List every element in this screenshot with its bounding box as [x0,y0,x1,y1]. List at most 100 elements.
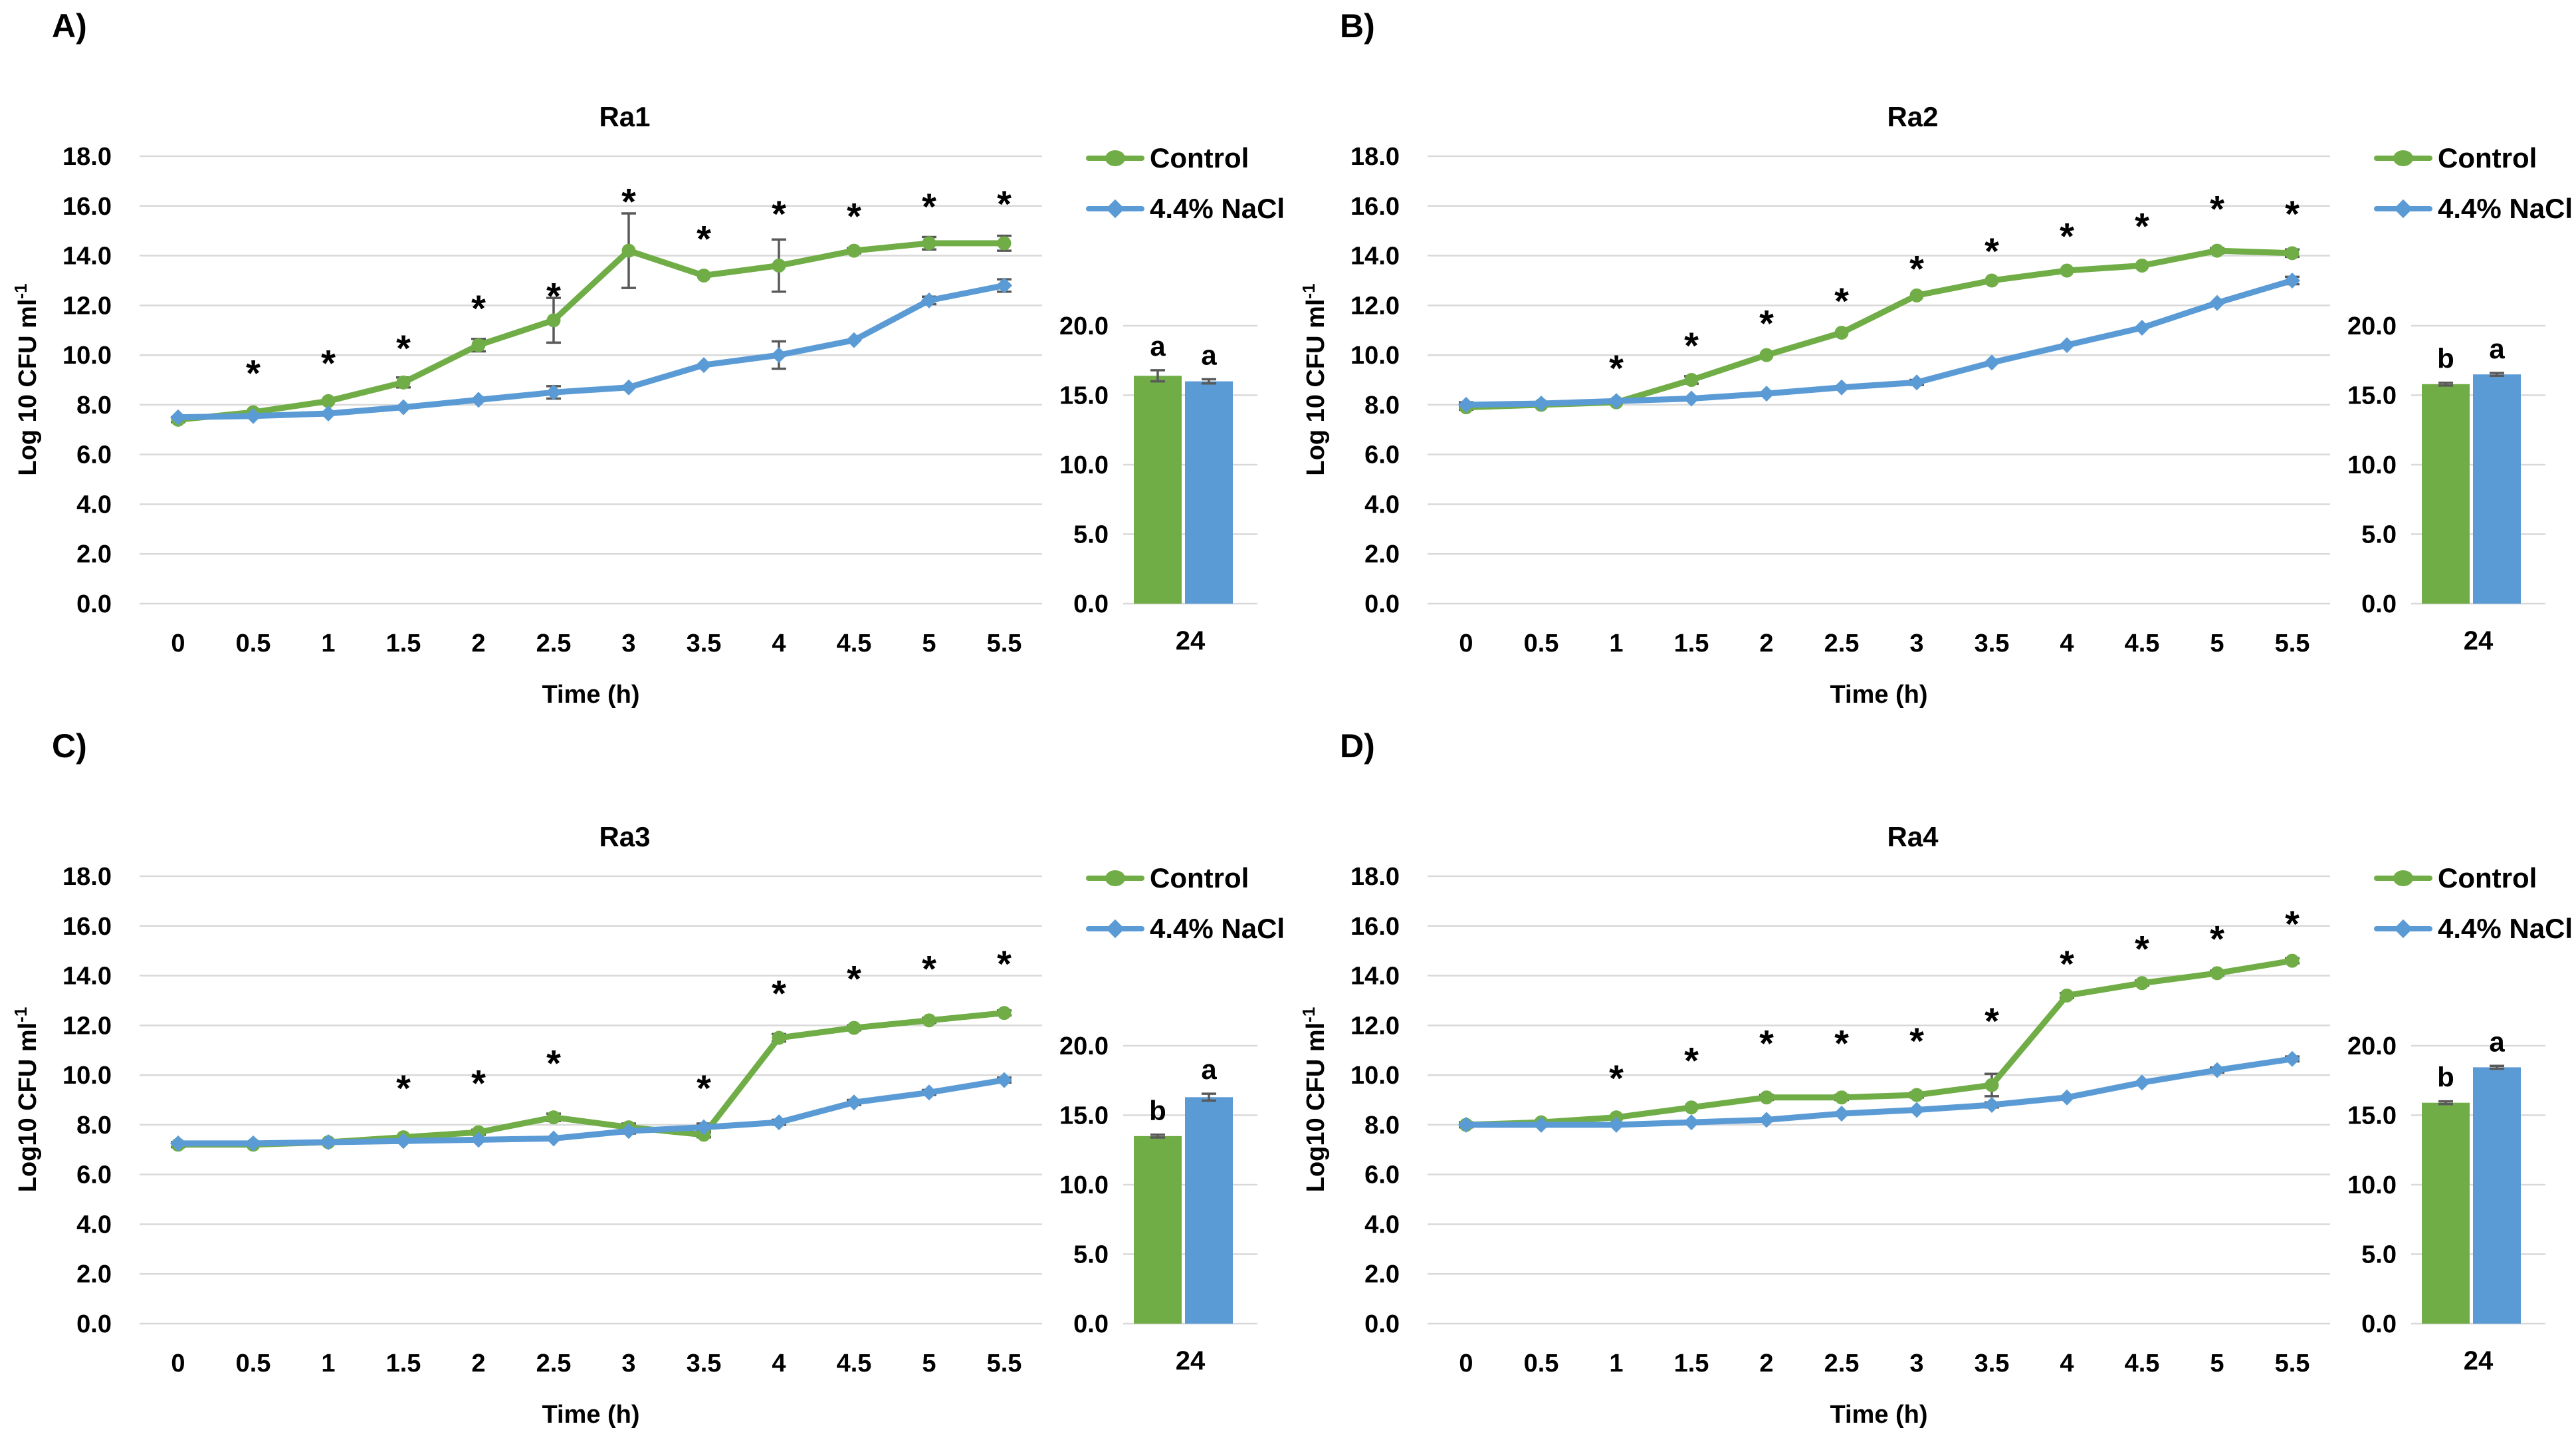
bar-nacl [2473,1067,2521,1324]
data-point-marker [1985,273,1999,288]
bar-significance-letter: b [1149,1095,1166,1126]
x-tick-label: 1 [321,630,335,658]
panel-d: 0.0 2.0 4.0 6.0 8.0 10.0 12.0 14.0 16.0 18.0 0 0.5 1… [1288,720,2576,1440]
legend-nacl-line-icon [2374,199,2432,219]
data-point-marker [471,338,486,352]
series-line-nacl [1463,277,2296,408]
significance-asterisk: * [2210,917,2224,959]
series-line-nacl [175,1077,1008,1147]
data-point-marker [847,1020,861,1035]
significance-asterisk: * [2060,215,2074,257]
x-tick-label: 2.5 [1824,1350,1860,1378]
x-tick-label: 3 [1909,630,1923,658]
x-tick-label: 2.5 [536,1350,572,1378]
data-point-marker [1759,1112,1774,1128]
x-axis-title: Time (h) [542,681,640,709]
legend-nacl-line-icon [1086,919,1144,939]
x-axis-title: Time (h) [1830,1401,1928,1429]
panel-letter: A) [52,7,87,45]
significance-asterisk: * [2135,927,2149,969]
data-point-marker [396,375,411,390]
data-point-marker [2135,259,2149,273]
significance-asterisk: * [396,1067,411,1109]
x-tick-label: 1 [1609,1350,1623,1378]
y-tick-label: 12.0 [1350,1012,1400,1040]
x-tick-label: 4 [2060,630,2074,658]
bar-y-tick-label: 10.0 [2347,1171,2397,1199]
data-point-marker [1834,379,1850,396]
data-point-marker [1684,1100,1699,1115]
x-tick-label: 4.5 [837,1350,872,1378]
x-tick-label: 0.5 [236,1350,271,1378]
data-point-marker [2059,1089,2075,1106]
data-point-marker [996,277,1012,294]
y-axis-title-superscript: -1 [1299,283,1319,299]
panel-letter: B) [1340,7,1375,45]
bar-y-tick-label: 10.0 [1059,1171,1109,1199]
legend-control-line-icon [1086,150,1144,166]
chart-title: Ra2 [1887,101,1939,132]
x-tick-label: 0.5 [1524,630,1559,658]
legend-nacl-label: 4.4% NaCl [1150,193,1285,224]
panel-a-chart-canvas: 0.02.04.06.08.010.012.014.016.018.00 0.5 1… [62,143,1257,658]
data-point-marker [2060,988,2074,1003]
y-tick-label: 0.0 [76,590,112,618]
data-point-marker [847,243,861,258]
y-tick-label: 14.0 [1350,963,1400,991]
data-point-marker [1759,348,1774,362]
data-point-marker [2209,295,2225,311]
y-tick-label: 14.0 [62,243,112,271]
x-tick-label: 2 [1759,630,1773,658]
legend-item-nacl: 4.4% NaCl [1086,193,1285,225]
significance-asterisk: * [697,217,711,259]
bar-significance-letter: a [2489,1026,2505,1057]
y-tick-label: 18.0 [62,143,112,171]
data-point-marker [1985,1078,1999,1092]
legend-control-marker-icon [2393,870,2413,886]
series-line-nacl [1463,1056,2296,1128]
x-tick-label: 1.5 [386,630,421,658]
x-tick-label: 5 [2210,630,2224,658]
data-point-marker [321,394,336,408]
data-point-marker [997,1006,1012,1020]
bar-y-tick-label: 20.0 [2347,312,2397,340]
bar-y-tick-label: 20.0 [2347,1032,2397,1060]
y-tick-label: 4.0 [1364,491,1400,519]
y-tick-label: 16.0 [1350,193,1400,221]
x-axis-title: Time (h) [542,1401,640,1429]
x-tick-label: 3.5 [1975,1350,2010,1378]
significance-asterisk: * [847,195,861,237]
data-point-marker [846,1094,862,1111]
series-line-nacl [175,282,1008,421]
x-tick-label: 3 [621,1350,635,1378]
y-axis-title: Log 10 CFU ml-1 [11,283,43,475]
data-point-marker [697,268,711,283]
y-axis-title-text: Log10 CFU ml [1301,1022,1330,1193]
x-tick-label: 5.5 [987,630,1022,658]
bar-control [2422,1102,2470,1324]
bar-y-tick-label: 15.0 [2347,382,2397,410]
data-point-marker [922,236,936,251]
x-tick-label: 2 [1759,1350,1773,1378]
data-point-marker [245,1135,261,1151]
significance-asterisk: * [1759,302,1774,344]
data-point-marker [1984,1096,2000,1113]
data-point-marker [320,1134,336,1151]
bar-y-tick-label: 0.0 [1073,590,1109,618]
legend-nacl-marker-icon [1105,919,1125,939]
y-axis-title-superscript: -1 [1299,1007,1319,1022]
data-point-marker [621,243,636,258]
data-point-marker [546,1130,562,1147]
panel-d-chart-canvas: 0.02.04.06.08.010.012.014.016.018.00 0.5 1… [1350,863,2545,1378]
legend-nacl-line-icon [2374,919,2432,939]
bar-error-bar [2438,381,2453,387]
bar-y-tick-label: 5.0 [1073,1241,1109,1269]
data-point-marker [2134,319,2150,336]
y-tick-label: 10.0 [62,342,112,370]
y-tick-label: 6.0 [1364,1161,1400,1189]
data-point-marker [922,1013,936,1028]
x-tick-label: 4.5 [2125,630,2160,658]
y-axis-title: Log10 CFU ml-1 [1299,1007,1331,1193]
data-point-marker [621,1123,637,1140]
bar-y-tick-label: 20.0 [1059,1032,1109,1060]
